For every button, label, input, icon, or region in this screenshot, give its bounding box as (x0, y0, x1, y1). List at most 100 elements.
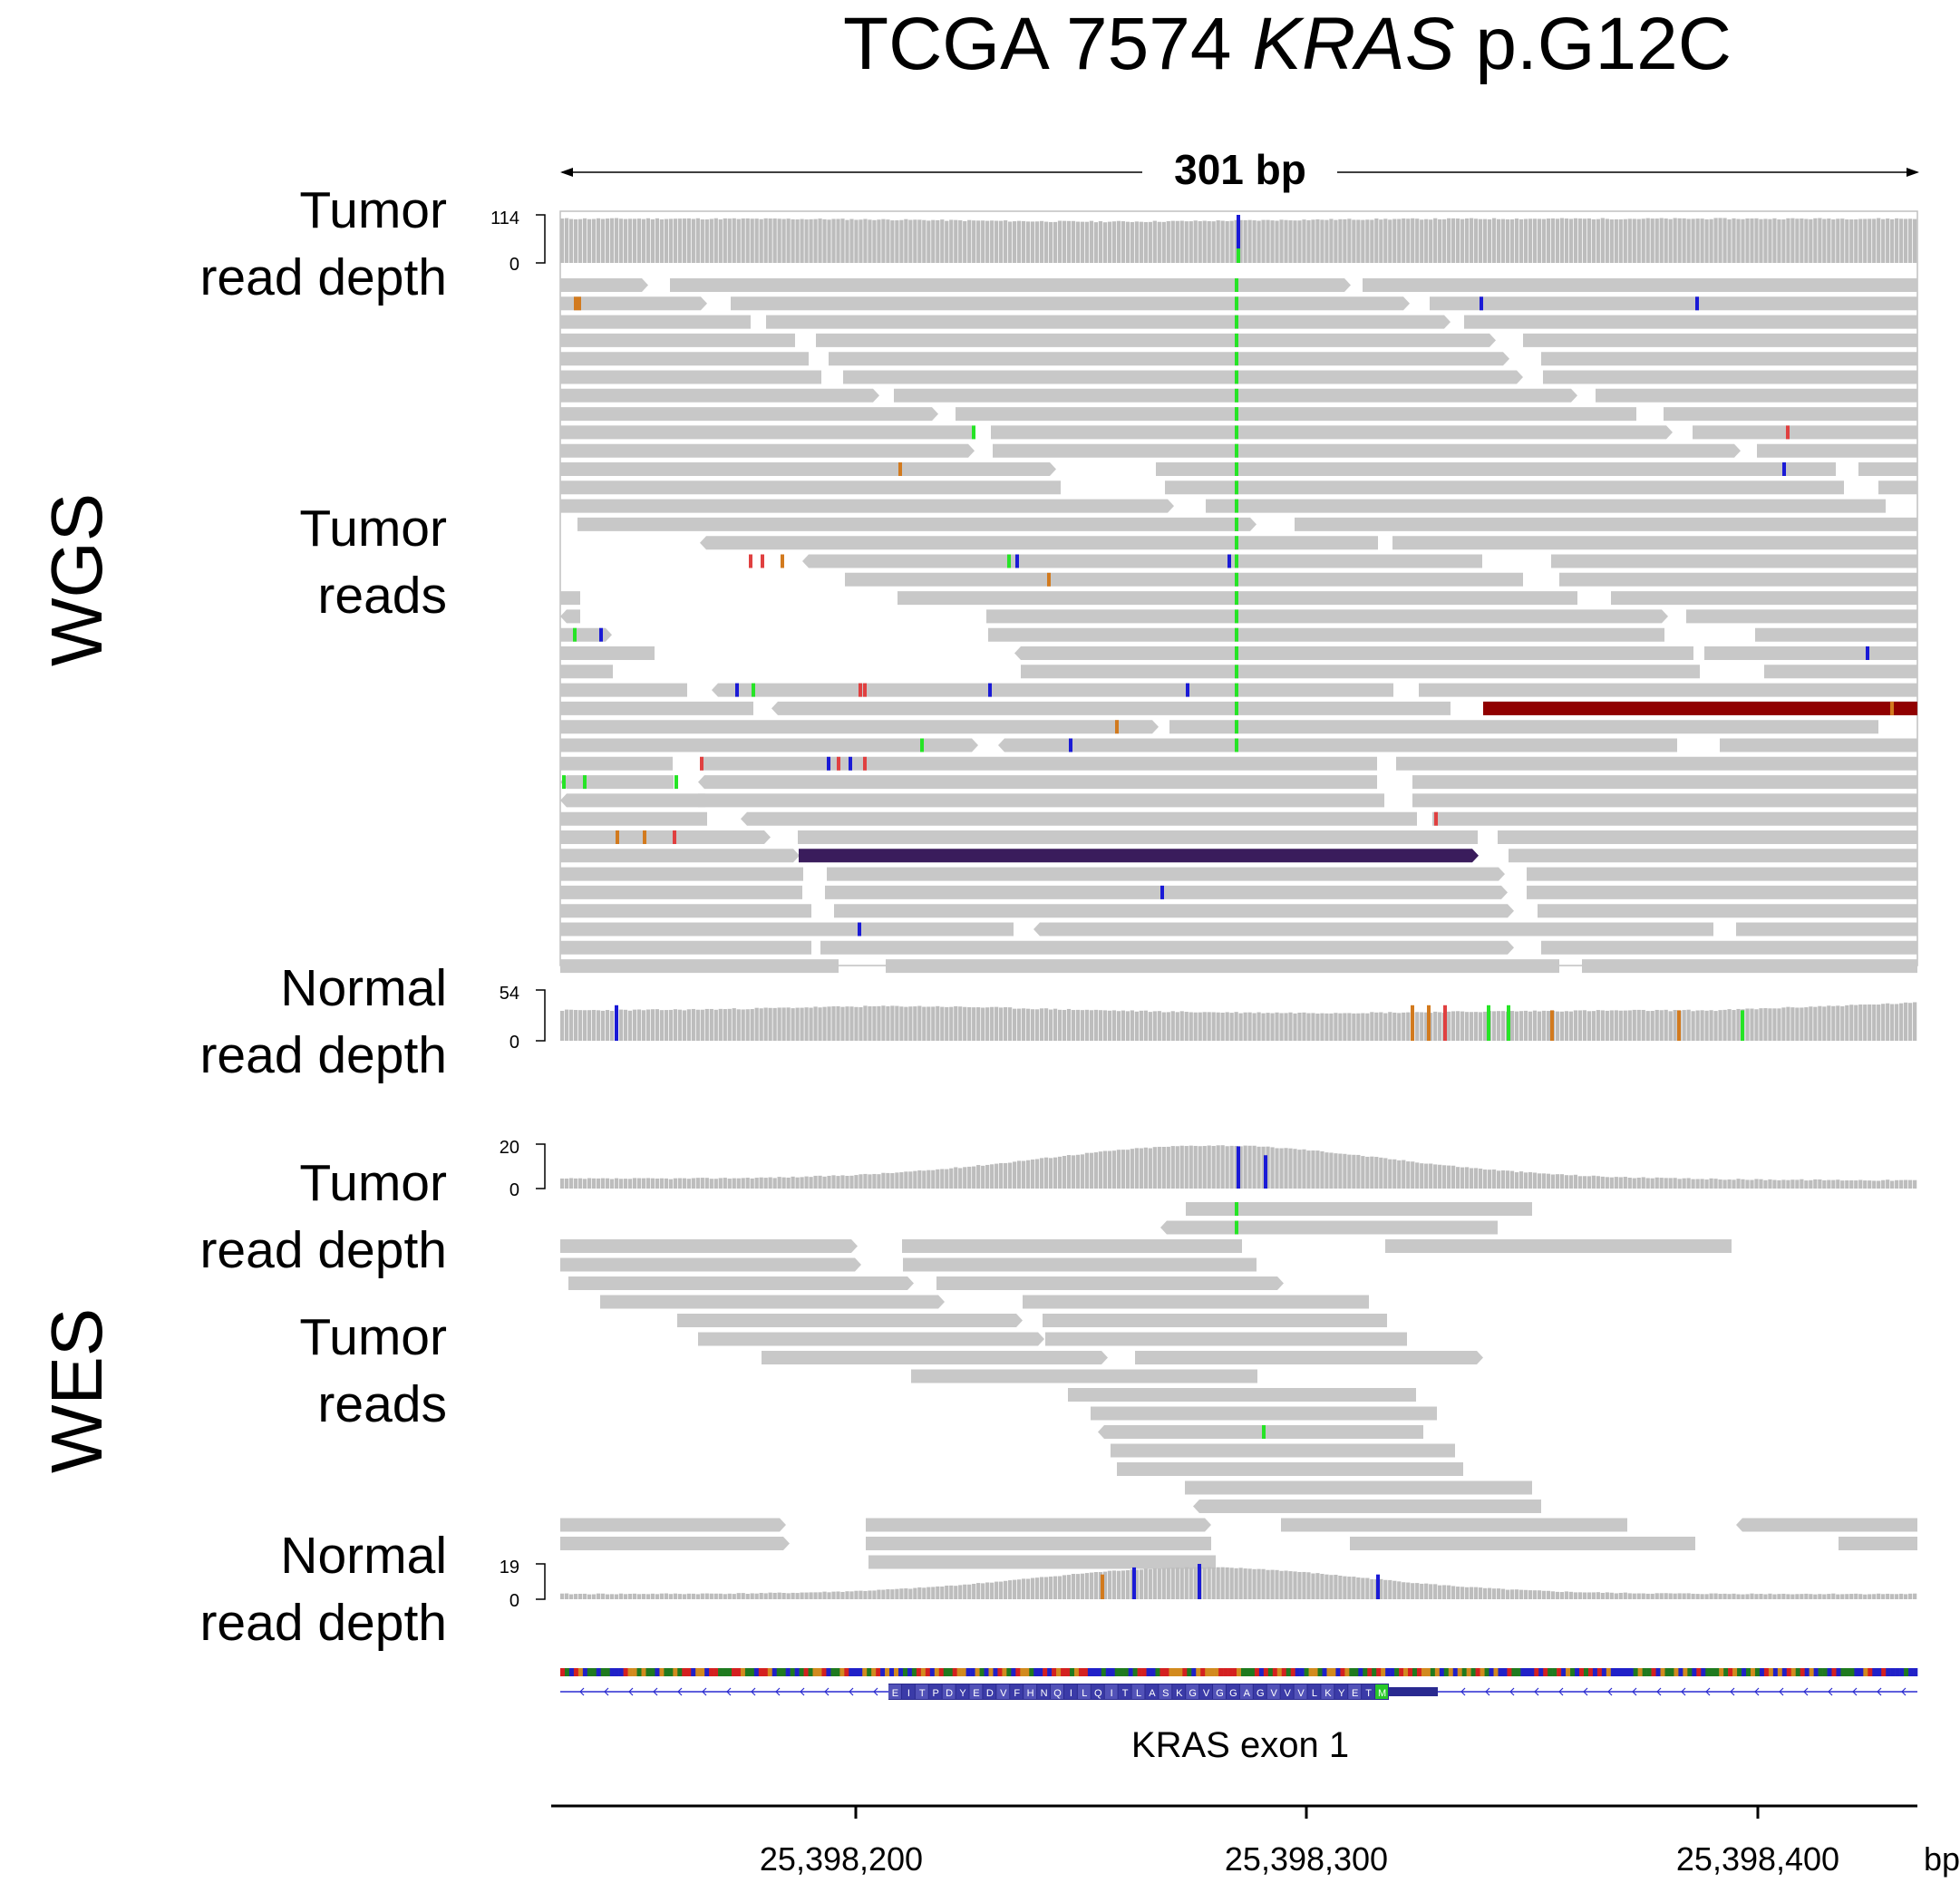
reference-base (1187, 1668, 1192, 1676)
coverage-bar (695, 1178, 700, 1189)
coverage-bar (809, 1007, 813, 1041)
reference-base (1295, 1668, 1300, 1676)
aligned-read (560, 775, 674, 790)
reference-base (1507, 1668, 1512, 1676)
coverage-bar (1623, 1177, 1627, 1189)
coverage-bar (1618, 1592, 1623, 1599)
coverage-bar (1904, 218, 1908, 263)
coverage-bar (1170, 1011, 1175, 1041)
coverage-bar (673, 1593, 677, 1599)
coverage-bar (1347, 1013, 1352, 1041)
coverage-bar (1523, 1172, 1528, 1189)
aligned-read (560, 665, 613, 679)
reference-base (1790, 1668, 1797, 1676)
reference-base (1399, 1668, 1404, 1676)
coverage-bar (1523, 218, 1528, 263)
coverage-bar (1519, 1589, 1524, 1599)
coverage-bar (800, 1177, 804, 1189)
coverage-bar (1695, 218, 1700, 263)
reference-base (1520, 1668, 1526, 1676)
coverage-bar (564, 1593, 569, 1599)
coverage-bar (913, 1006, 917, 1041)
coverage-bar (849, 218, 854, 263)
reference-base (1141, 1668, 1147, 1676)
coverage-bar (1193, 220, 1198, 263)
coverage-bar (1546, 1173, 1551, 1189)
aligned-read (988, 627, 1664, 642)
variant-base-mark (1235, 296, 1238, 311)
coverage-bar (1523, 1010, 1528, 1041)
coverage-bar (1673, 1010, 1677, 1041)
reference-base (1750, 1668, 1756, 1676)
coverage-bar (804, 219, 809, 263)
coverage-bar (1302, 1571, 1306, 1599)
coverage-bar (908, 1171, 913, 1189)
reference-base (781, 1668, 786, 1676)
coverage-bar (1800, 218, 1804, 263)
coverage-bar (1650, 1593, 1654, 1599)
coverage-bar (763, 1007, 768, 1041)
coverage-bar (813, 1175, 818, 1189)
coverage-bar (958, 1585, 963, 1599)
coverage-bar (1754, 1009, 1759, 1041)
wes-tumor-coverage (560, 1145, 1917, 1189)
amino-acid-cell (1172, 1684, 1186, 1699)
strand-arrow (751, 1687, 756, 1696)
reference-base (664, 1668, 669, 1676)
variant-base-mark (1235, 517, 1238, 531)
coverage-bar (1645, 1011, 1650, 1041)
reference-base (600, 1668, 606, 1676)
coverage-bar (600, 1593, 606, 1599)
reference-base (1272, 1668, 1278, 1676)
aligned-read (834, 904, 1514, 918)
coverage-bar (1568, 1175, 1574, 1189)
coverage-bar (1125, 1150, 1130, 1189)
reference-base (1502, 1668, 1508, 1676)
coverage-bar (1899, 218, 1904, 263)
reference-base (1240, 1668, 1247, 1676)
reference-base (1646, 1668, 1652, 1676)
coverage-bar (1451, 1011, 1456, 1041)
coverage-bar (1365, 1577, 1370, 1599)
coverage-bar (1093, 1572, 1099, 1599)
coverage-bar (854, 219, 859, 263)
coverage-bar (1004, 220, 1008, 263)
aligned-read (1757, 443, 1917, 458)
variant-base-mark (1235, 536, 1238, 550)
reference-base (1317, 1668, 1323, 1676)
coverage-bar (1207, 1012, 1211, 1041)
coverage-bar (1881, 1179, 1886, 1189)
coverage-bar (1084, 1152, 1090, 1189)
strand-arrow (849, 1687, 854, 1696)
coverage-bar (568, 1178, 574, 1189)
reference-base (731, 1668, 737, 1676)
variant-base-mark (1262, 1425, 1266, 1439)
coverage-bar (600, 1010, 606, 1041)
coverage-bar (1813, 1179, 1818, 1189)
mismatch-mark (1695, 296, 1699, 311)
mismatch-mark (562, 775, 566, 790)
coverage-bar (1800, 1179, 1804, 1189)
coverage-bar (1025, 1578, 1031, 1599)
coverage-bar (736, 218, 741, 263)
aligned-read (1559, 572, 1917, 587)
coverage-bar (1813, 1594, 1818, 1599)
coverage-bar (1424, 218, 1429, 263)
reference-base (1070, 1668, 1075, 1676)
coverage-bar (763, 1178, 768, 1189)
coverage-bar (899, 1588, 904, 1599)
reference-base (1313, 1668, 1318, 1676)
coverage-bar (1343, 1576, 1347, 1599)
reference-base (1024, 1668, 1030, 1676)
aligned-read (1541, 352, 1917, 366)
coverage-bar (886, 1589, 890, 1599)
reference-base (1403, 1668, 1409, 1676)
coverage-bar (1121, 1570, 1125, 1599)
coverage-bar (1329, 218, 1334, 263)
coverage-bar (1609, 1010, 1614, 1041)
coverage-bar (963, 1584, 967, 1599)
coverage-bar (1402, 1160, 1406, 1189)
coverage-bar (641, 1010, 646, 1041)
reference-base (1065, 1668, 1071, 1676)
